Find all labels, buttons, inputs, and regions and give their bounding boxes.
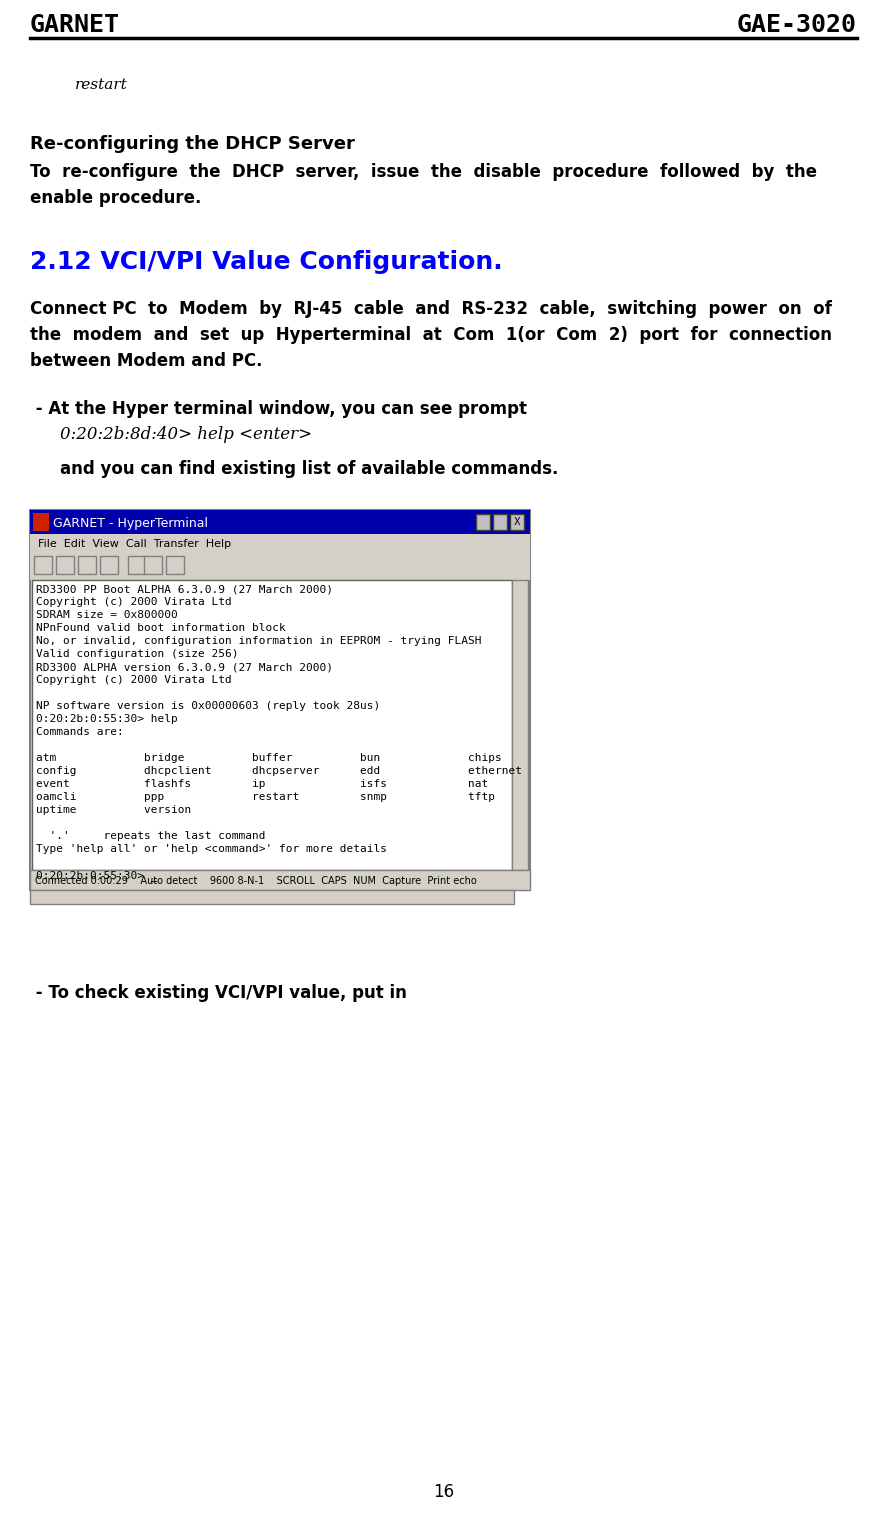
Text: Copyright (c) 2000 Virata Ltd: Copyright (c) 2000 Virata Ltd: [36, 675, 231, 686]
Text: To  re-configure  the  DHCP  server,  issue  the  disable  procedure  followed  : To re-configure the DHCP server, issue t…: [30, 162, 816, 181]
Text: and you can find existing list of available commands.: and you can find existing list of availa…: [60, 460, 558, 478]
Text: Connect PC  to  Modem  by  RJ-45  cable  and  RS-232  cable,  switching  power  : Connect PC to Modem by RJ-45 cable and R…: [30, 300, 831, 319]
Text: enable procedure.: enable procedure.: [30, 190, 201, 206]
Bar: [30, 871, 530, 890]
Text: File  Edit  View  Call  Transfer  Help: File Edit View Call Transfer Help: [38, 539, 231, 549]
Text: Copyright (c) 2000 Virata Ltd: Copyright (c) 2000 Virata Ltd: [36, 598, 231, 607]
Text: - At the Hyper terminal window, you can see prompt: - At the Hyper terminal window, you can …: [30, 400, 526, 419]
Text: Commands are:: Commands are:: [36, 727, 124, 737]
Text: NP software version is 0x00000603 (reply took 28us): NP software version is 0x00000603 (reply…: [36, 701, 380, 711]
Text: X: X: [513, 517, 520, 526]
Text: oamcli          ppp             restart         snmp            tftp: oamcli ppp restart snmp tftp: [36, 792, 494, 802]
Text: GAE-3020: GAE-3020: [736, 14, 856, 36]
Text: NPnFound valid boot information block: NPnFound valid boot information block: [36, 623, 285, 633]
Text: RD3300 PP Boot ALPHA 6.3.0.9 (27 March 2000): RD3300 PP Boot ALPHA 6.3.0.9 (27 March 2…: [36, 584, 332, 595]
Bar: [33, 513, 49, 531]
Text: event           flashfs         ip              isfs            nat: event flashfs ip isfs nat: [36, 780, 487, 789]
Bar: [476, 514, 489, 529]
Bar: [100, 557, 118, 573]
Text: uptime          version: uptime version: [36, 806, 191, 815]
Bar: [30, 510, 530, 890]
Text: Re-configuring the DHCP Server: Re-configuring the DHCP Server: [30, 135, 354, 153]
Bar: [30, 510, 530, 534]
Text: atm             bridge          buffer          bun             chips: atm bridge buffer bun chips: [36, 752, 501, 763]
Text: 16: 16: [432, 1484, 454, 1500]
Text: between Modem and PC.: between Modem and PC.: [30, 352, 262, 370]
Text: 0:20:2b:0:55:30> _: 0:20:2b:0:55:30> _: [36, 871, 158, 881]
Text: the  modem  and  set  up  Hyperterminal  at  Com  1(or  Com  2)  port  for  conn: the modem and set up Hyperterminal at Co…: [30, 326, 831, 344]
Text: SDRAM size = 0x800000: SDRAM size = 0x800000: [36, 610, 177, 620]
Text: RD3300 ALPHA version 6.3.0.9 (27 March 2000): RD3300 ALPHA version 6.3.0.9 (27 March 2…: [36, 661, 332, 672]
Text: 0:20:2b:8d:40> help <enter>: 0:20:2b:8d:40> help <enter>: [60, 426, 312, 443]
Bar: [30, 534, 530, 552]
Bar: [78, 557, 96, 573]
Text: Connected 0:00:29    Auto detect    9600 8-N-1    SCROLL  CAPS  NUM  Capture  Pr: Connected 0:00:29 Auto detect 9600 8-N-1…: [35, 875, 476, 886]
Bar: [509, 514, 524, 529]
Bar: [128, 557, 146, 573]
Text: 2.12 VCI/VPI Value Configuration.: 2.12 VCI/VPI Value Configuration.: [30, 250, 502, 275]
Bar: [32, 579, 511, 871]
Text: - To check existing VCI/VPI value, put in: - To check existing VCI/VPI value, put i…: [30, 985, 407, 1003]
Bar: [166, 557, 183, 573]
Text: '.'     repeats the last command: '.' repeats the last command: [36, 831, 265, 840]
Text: config          dhcpclient      dhcpserver      edd             ethernet: config dhcpclient dhcpserver edd etherne…: [36, 766, 522, 777]
Text: Type 'help all' or 'help <command>' for more details: Type 'help all' or 'help <command>' for …: [36, 843, 386, 854]
Text: GARNET: GARNET: [30, 14, 120, 36]
Text: restart: restart: [75, 77, 128, 93]
Bar: [511, 579, 527, 871]
Text: 0:20:2b:0:55:30> help: 0:20:2b:0:55:30> help: [36, 715, 177, 724]
Text: Valid configuration (size 256): Valid configuration (size 256): [36, 649, 238, 658]
Text: No, or invalid, configuration information in EEPROM - trying FLASH: No, or invalid, configuration informatio…: [36, 636, 481, 646]
Bar: [34, 557, 52, 573]
Bar: [56, 557, 74, 573]
Bar: [30, 890, 513, 904]
Bar: [144, 557, 162, 573]
Bar: [493, 514, 507, 529]
Text: GARNET - HyperTerminal: GARNET - HyperTerminal: [53, 516, 207, 529]
Bar: [30, 552, 530, 579]
